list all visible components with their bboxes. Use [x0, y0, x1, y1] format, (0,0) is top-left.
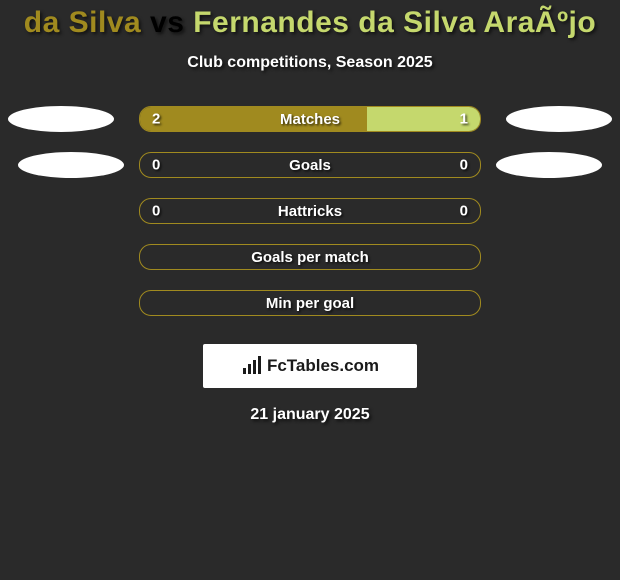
stat-value-right: 0 — [460, 157, 468, 174]
player-b-ellipse — [496, 152, 602, 178]
stat-label: Matches — [280, 111, 340, 128]
stat-bar: 0 0 Hattricks — [139, 198, 481, 224]
stat-value-left: 0 — [152, 203, 160, 220]
page-title: da Silva vs Fernandes da Silva AraÃºjo — [24, 6, 596, 40]
stat-bar: Goals per match — [139, 244, 481, 270]
stat-value-left: 2 — [152, 111, 160, 128]
stat-value-right: 1 — [460, 111, 468, 128]
player-b-name: Fernandes da Silva AraÃºjo — [193, 6, 596, 39]
stat-value-left: 0 — [152, 157, 160, 174]
player-a-name: da Silva — [24, 6, 141, 39]
bar-chart-icon — [241, 356, 263, 376]
logo-box: FcTables.com — [203, 344, 417, 388]
stat-row: 2 1 Matches — [0, 106, 620, 132]
stat-label: Goals — [289, 157, 331, 174]
stat-label: Min per goal — [266, 295, 354, 312]
logo-text: FcTables.com — [267, 356, 379, 376]
player-b-ellipse — [506, 106, 612, 132]
stat-rows: 2 1 Matches 0 0 Goals 0 0 Hattricks Goals per mat… — [0, 106, 620, 316]
vs-text: vs — [141, 6, 193, 39]
stat-bar: Min per goal — [139, 290, 481, 316]
stat-row: Min per goal — [0, 290, 620, 316]
stat-row: Goals per match — [0, 244, 620, 270]
player-a-ellipse — [18, 152, 124, 178]
stat-row: 0 0 Goals — [0, 152, 620, 178]
stat-label: Hattricks — [278, 203, 342, 220]
stat-row: 0 0 Hattricks — [0, 198, 620, 224]
date-text: 21 january 2025 — [250, 406, 369, 424]
subtitle: Club competitions, Season 2025 — [187, 54, 432, 72]
comparison-infographic: da Silva vs Fernandes da Silva AraÃºjo C… — [0, 0, 620, 424]
stat-bar: 0 0 Goals — [139, 152, 481, 178]
player-a-ellipse — [8, 106, 114, 132]
stat-label: Goals per match — [251, 249, 369, 266]
stat-value-right: 0 — [460, 203, 468, 220]
stat-bar: 2 1 Matches — [139, 106, 481, 132]
